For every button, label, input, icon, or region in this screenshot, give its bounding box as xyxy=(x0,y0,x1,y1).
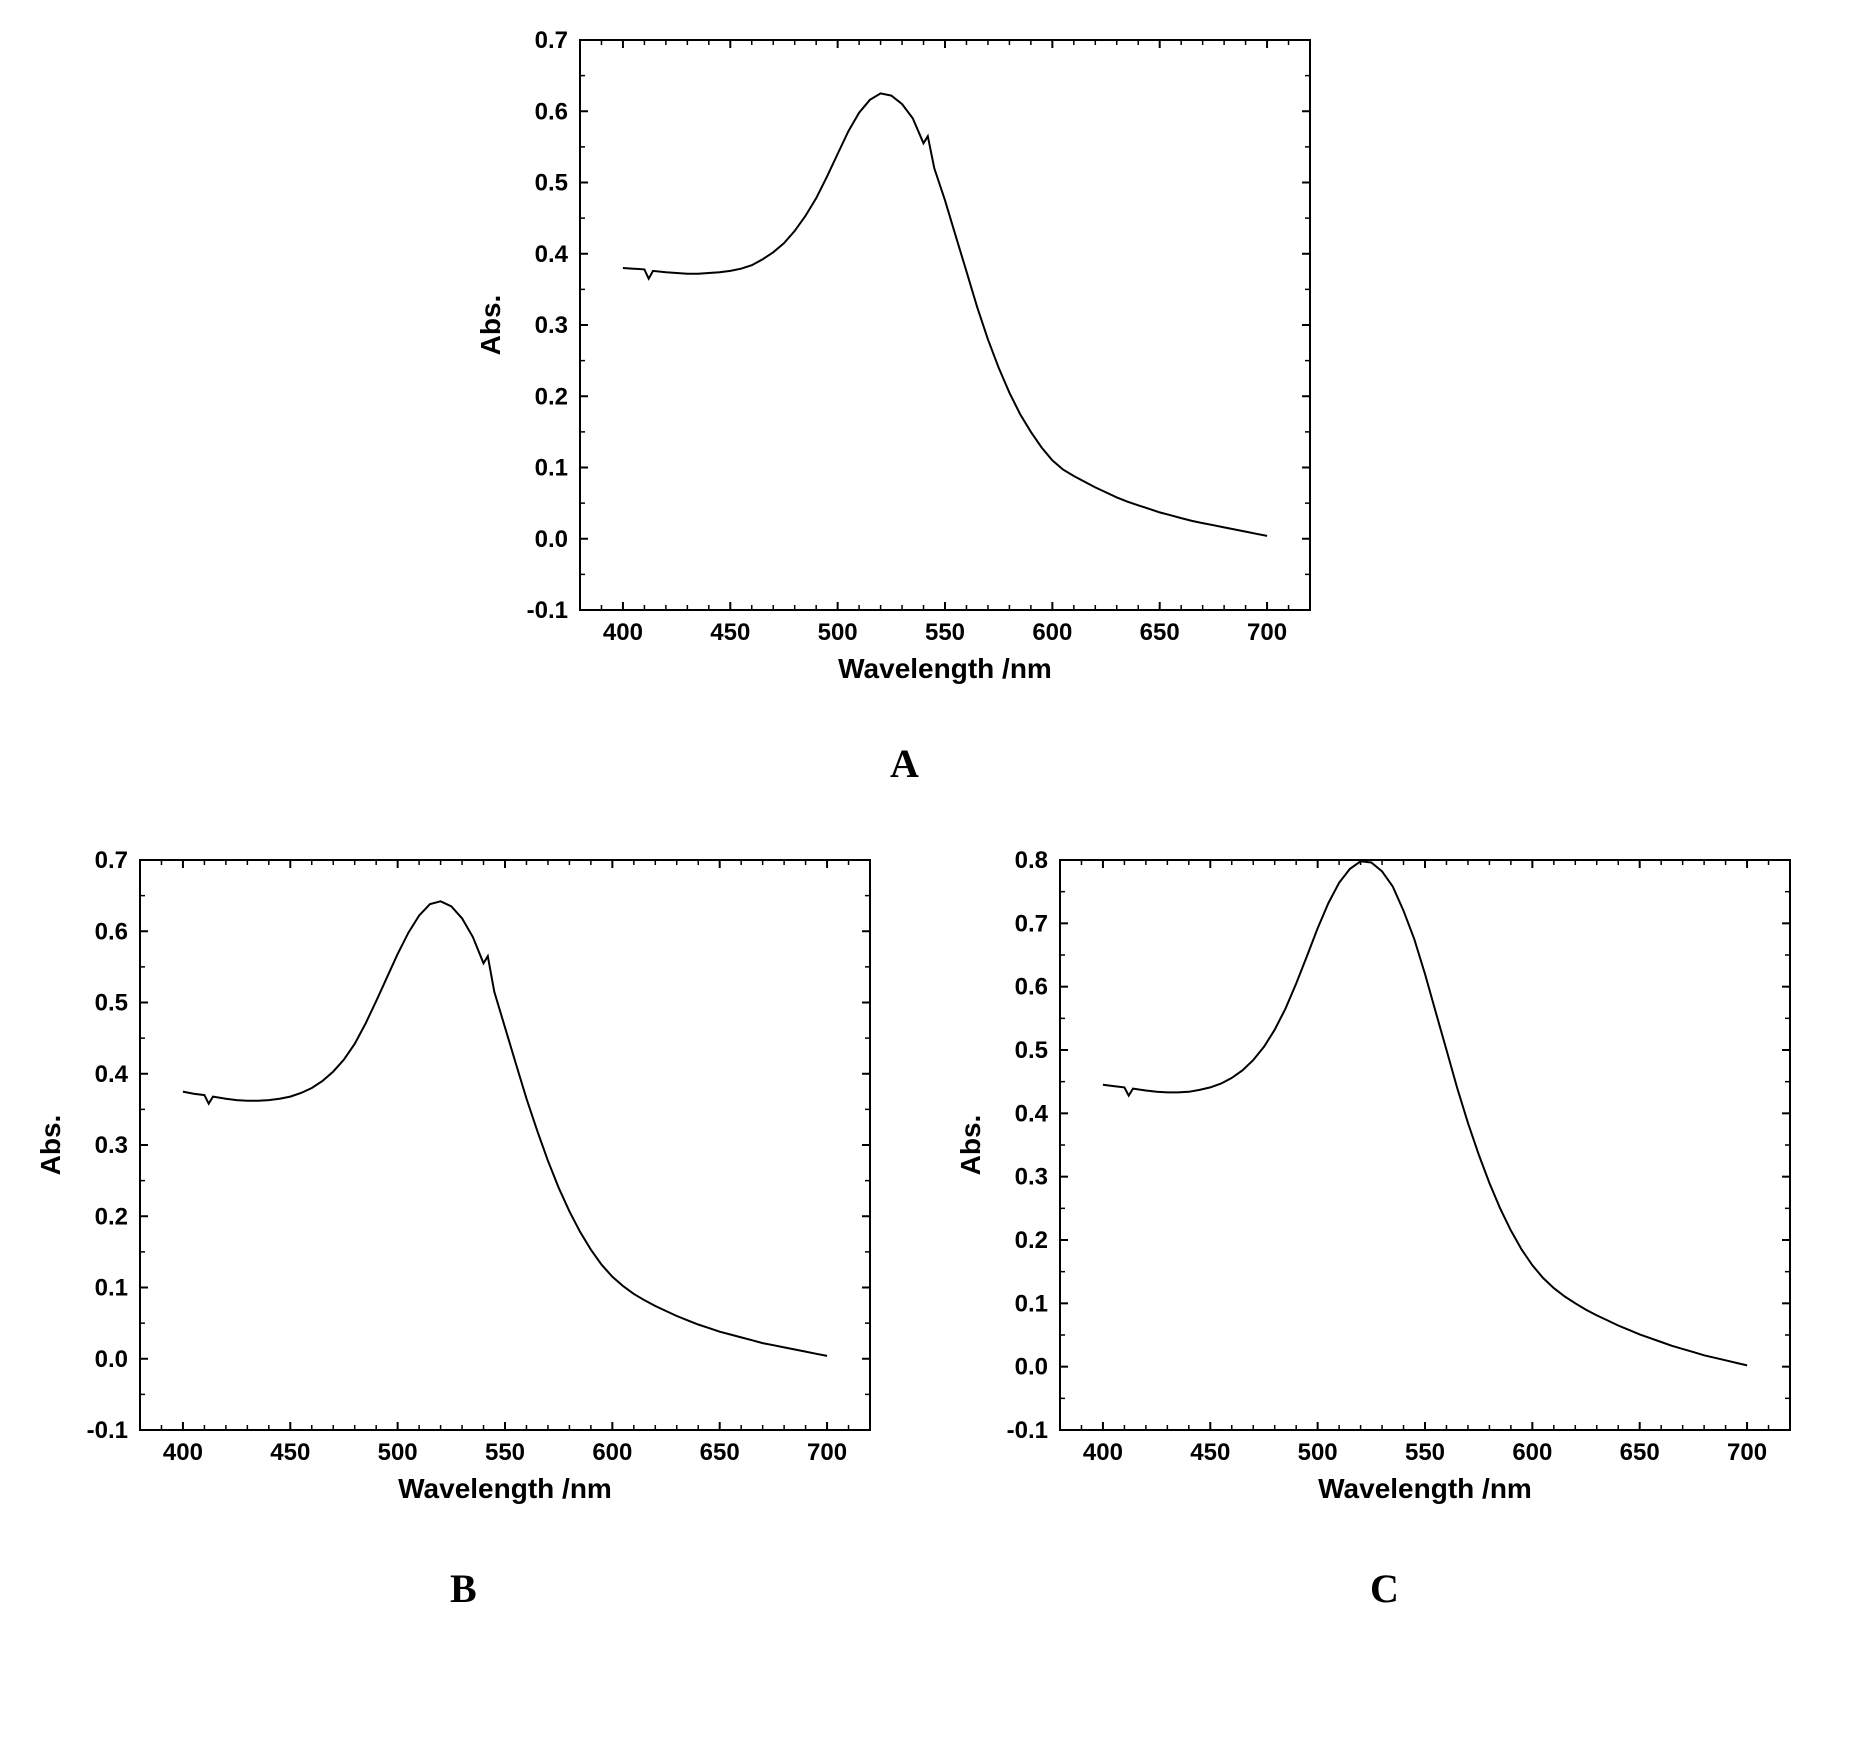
y-tick-label: 0.6 xyxy=(535,98,568,125)
chart-svg-B: 400 450 500 550 600 650 700 -0.1 0.0 0.1 0.2 0.3 0.4… xyxy=(20,840,890,1520)
y-tick-label: 0.4 xyxy=(95,1061,129,1088)
y-tick-label: 0.0 xyxy=(95,1346,128,1373)
y-tick-label: 0.6 xyxy=(95,918,128,945)
chart-panel-B: 400 450 500 550 600 650 700 -0.1 0.0 0.1 0.2 0.3 0.4… xyxy=(20,840,890,1520)
x-tick-label: 450 xyxy=(270,1439,310,1466)
y-axis-label: Abs. xyxy=(475,295,506,356)
x-tick-label: 650 xyxy=(1620,1439,1660,1466)
x-tick-label: 500 xyxy=(818,619,858,646)
x-tick-label: 500 xyxy=(1298,1439,1338,1466)
x-tick-label: 550 xyxy=(485,1439,525,1466)
y-tick-label: 0.1 xyxy=(1015,1290,1048,1317)
x-tick-label: 400 xyxy=(163,1439,203,1466)
y-tick-label: 0.5 xyxy=(535,170,568,197)
x-tick-label: 400 xyxy=(1083,1439,1123,1466)
x-tick-label: 700 xyxy=(1727,1439,1767,1466)
y-tick-label: 0.2 xyxy=(1015,1227,1048,1254)
y-tick-label: 0.2 xyxy=(535,383,568,410)
y-tick-label: 0.1 xyxy=(95,1275,128,1302)
panel-label-A: A xyxy=(890,740,919,787)
y-tick-label: -0.1 xyxy=(527,597,568,624)
y-tick-label: 0.1 xyxy=(535,455,568,482)
y-tick-label: 0.3 xyxy=(535,312,568,339)
x-axis-label: Wavelength /nm xyxy=(398,1473,612,1504)
spectrum-curve xyxy=(183,901,827,1356)
y-tick-label: 0.0 xyxy=(1015,1354,1048,1381)
x-tick-label: 650 xyxy=(700,1439,740,1466)
y-tick-label: 0.8 xyxy=(1015,847,1048,874)
x-axis-label: Wavelength /nm xyxy=(838,653,1052,684)
x-tick-label: 600 xyxy=(1032,619,1072,646)
chart-svg-A: 400 450 500 550 600 650 700 -0.1 0.0 0.1 0.2 0.3 0.4… xyxy=(460,20,1330,700)
x-tick-label: 550 xyxy=(925,619,965,646)
figure-container: 400 450 500 550 600 650 700 -0.1 0.0 0.1 0.2 0.3 0.4… xyxy=(20,20,1851,1725)
y-axis-label: Abs. xyxy=(35,1115,66,1176)
x-axis-label: Wavelength /nm xyxy=(1318,1473,1532,1504)
x-tick-label: 650 xyxy=(1140,619,1180,646)
y-tick-label: 0.7 xyxy=(1015,910,1048,937)
x-tick-label: 500 xyxy=(378,1439,418,1466)
plot-frame xyxy=(580,40,1310,610)
y-tick-label: -0.1 xyxy=(1007,1417,1048,1444)
y-tick-label: 0.7 xyxy=(95,847,128,874)
plot-frame xyxy=(1060,860,1790,1430)
y-tick-label: 0.4 xyxy=(1015,1100,1049,1127)
x-tick-label: 450 xyxy=(710,619,750,646)
spectrum-curve xyxy=(1103,861,1747,1365)
y-tick-label: 0.5 xyxy=(1015,1037,1048,1064)
x-tick-label: 600 xyxy=(592,1439,632,1466)
chart-panel-A: 400 450 500 550 600 650 700 -0.1 0.0 0.1 0.2 0.3 0.4… xyxy=(460,20,1330,700)
panel-label-C: C xyxy=(1370,1565,1399,1612)
x-tick-label: 700 xyxy=(1247,619,1287,646)
x-tick-label: 550 xyxy=(1405,1439,1445,1466)
x-tick-label: 600 xyxy=(1512,1439,1552,1466)
y-tick-label: 0.7 xyxy=(535,27,568,54)
y-tick-label: 0.3 xyxy=(95,1132,128,1159)
chart-panel-C: 400 450 500 550 600 650 700 -0.1 0.0 0.1 0.2 0.3 0.4… xyxy=(940,840,1810,1520)
panel-label-B: B xyxy=(450,1565,477,1612)
y-tick-label: -0.1 xyxy=(87,1417,128,1444)
plot-frame xyxy=(140,860,870,1430)
spectrum-curve xyxy=(623,93,1267,536)
y-tick-label: 0.5 xyxy=(95,990,128,1017)
x-tick-label: 450 xyxy=(1190,1439,1230,1466)
y-tick-label: 0.0 xyxy=(535,526,568,553)
x-tick-label: 700 xyxy=(807,1439,847,1466)
y-tick-label: 0.3 xyxy=(1015,1164,1048,1191)
y-axis-label: Abs. xyxy=(955,1115,986,1176)
chart-svg-C: 400 450 500 550 600 650 700 -0.1 0.0 0.1 0.2 0.3 0.4… xyxy=(940,840,1810,1520)
y-tick-label: 0.2 xyxy=(95,1203,128,1230)
x-tick-label: 400 xyxy=(603,619,643,646)
y-tick-label: 0.6 xyxy=(1015,974,1048,1001)
y-tick-label: 0.4 xyxy=(535,241,569,268)
